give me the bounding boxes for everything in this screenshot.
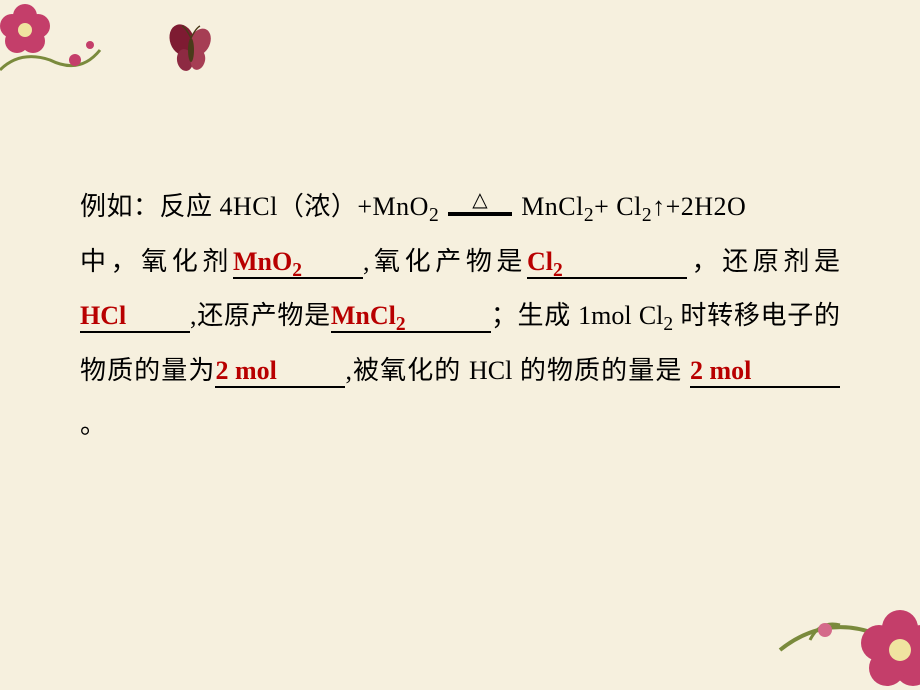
eq-lhs2-sub: 2 — [429, 205, 439, 226]
equals-bars — [448, 212, 512, 216]
butterfly-decoration — [160, 20, 220, 80]
question-body: 例如：反应 4HCl（浓）+MnO2 △ . MnCl2+ Cl2↑+2H2O … — [80, 180, 840, 453]
eq-rhs1: MnCl — [521, 192, 584, 221]
condition-triangle: △ — [448, 190, 512, 210]
eq-rhs2: + Cl — [594, 192, 642, 221]
blank-oxidizer: MnO2 — [233, 249, 363, 279]
equation-line: 例如：反应 4HCl（浓）+MnO2 △ . MnCl2+ Cl2↑+2H2O — [80, 180, 840, 235]
txt-4b: ,被氧化的 HCl 的物质的量是 — [345, 356, 682, 385]
txt-3c: ；生成 1mol Cl — [491, 301, 664, 330]
ans-oxidizer-sub: 2 — [292, 260, 302, 281]
blank-oxidized-hcl: 2 mol — [690, 358, 840, 388]
ans-oxidizer: MnO — [233, 247, 292, 276]
question-text: 中，氧化剂MnO2,氧化产物是Cl2，还原剂是 HCl,还原产物是MnCl2；生… — [80, 235, 840, 453]
eq-lhs1-note: （浓） — [278, 192, 358, 221]
txt-3b: ,还原产物是 — [190, 301, 331, 330]
ans-red-product: MnCl — [331, 301, 396, 330]
ans-ox-product: Cl — [527, 247, 553, 276]
intro-text: 例如：反应 — [80, 192, 220, 221]
blank-red-product: MnCl2 — [331, 303, 491, 333]
txt-2a: 中，氧化剂 — [80, 247, 233, 276]
eq-rhs3: +2H2O — [666, 192, 747, 221]
txt-2c: ，还原剂是 — [687, 247, 840, 276]
txt-3c-sub: 2 — [663, 314, 673, 335]
ans-red-product-sub: 2 — [396, 314, 406, 335]
ans-ox-product-sub: 2 — [553, 260, 563, 281]
flower-top-left-decoration — [0, 0, 110, 110]
blank-reducer: HCl — [80, 303, 190, 333]
txt-2b: ,氧化产物是 — [363, 247, 527, 276]
eq-lhs2: +MnO — [357, 192, 429, 221]
equals-with-condition: △ . — [446, 190, 514, 228]
txt-3d: 时转移 — [673, 301, 760, 330]
eq-lhs1: 4HCl — [220, 192, 278, 221]
flower-bottom-right-decoration — [770, 530, 920, 690]
blank-ox-product: Cl2 — [527, 249, 687, 279]
eq-rhs2-sub: 2 — [642, 205, 652, 226]
period: 。 — [80, 410, 106, 439]
eq-rhs1-sub: 2 — [584, 205, 594, 226]
eq-rhs2-arrow: ↑ — [652, 192, 666, 221]
blank-electrons: 2 mol — [215, 358, 345, 388]
